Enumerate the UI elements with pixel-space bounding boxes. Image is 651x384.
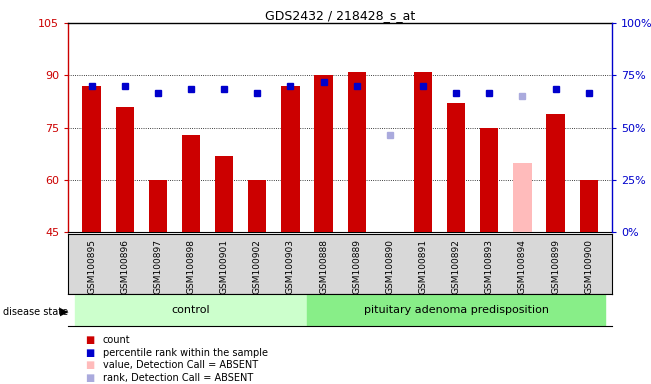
Text: GSM100892: GSM100892 xyxy=(452,239,461,294)
Text: GSM100894: GSM100894 xyxy=(518,239,527,294)
Text: GSM100891: GSM100891 xyxy=(419,239,428,294)
Text: GSM100899: GSM100899 xyxy=(551,239,560,294)
Text: GSM100896: GSM100896 xyxy=(120,239,129,294)
Bar xyxy=(75,294,307,326)
Bar xyxy=(514,162,532,232)
Text: control: control xyxy=(172,305,210,315)
Bar xyxy=(281,86,299,232)
Bar xyxy=(116,107,134,232)
Text: GSM100900: GSM100900 xyxy=(584,239,593,294)
Text: ■: ■ xyxy=(85,348,94,358)
Bar xyxy=(348,72,366,232)
Bar xyxy=(182,135,200,232)
Bar xyxy=(579,180,598,232)
Text: value, Detection Call = ABSENT: value, Detection Call = ABSENT xyxy=(103,360,258,370)
Text: GSM100898: GSM100898 xyxy=(186,239,195,294)
Text: ▶: ▶ xyxy=(60,307,68,317)
Text: GSM100895: GSM100895 xyxy=(87,239,96,294)
Text: count: count xyxy=(103,335,130,345)
Text: ■: ■ xyxy=(85,373,94,383)
Text: GSM100888: GSM100888 xyxy=(319,239,328,294)
Text: GSM100903: GSM100903 xyxy=(286,239,295,294)
Text: rank, Detection Call = ABSENT: rank, Detection Call = ABSENT xyxy=(103,373,253,383)
Text: GSM100893: GSM100893 xyxy=(485,239,494,294)
Text: GSM100890: GSM100890 xyxy=(385,239,395,294)
Bar xyxy=(83,86,101,232)
Bar xyxy=(381,232,399,236)
Title: GDS2432 / 218428_s_at: GDS2432 / 218428_s_at xyxy=(265,9,415,22)
Bar xyxy=(447,103,465,232)
Bar xyxy=(215,156,233,232)
Text: ■: ■ xyxy=(85,335,94,345)
Bar xyxy=(148,180,167,232)
Text: GSM100889: GSM100889 xyxy=(352,239,361,294)
Text: GSM100901: GSM100901 xyxy=(219,239,229,294)
Bar xyxy=(414,72,432,232)
Bar xyxy=(480,127,499,232)
Bar xyxy=(546,114,564,232)
Bar xyxy=(314,75,333,232)
Text: pituitary adenoma predisposition: pituitary adenoma predisposition xyxy=(364,305,549,315)
Bar xyxy=(248,180,266,232)
Text: percentile rank within the sample: percentile rank within the sample xyxy=(103,348,268,358)
Text: GSM100902: GSM100902 xyxy=(253,239,262,294)
Text: disease state: disease state xyxy=(3,307,68,317)
Text: GSM100897: GSM100897 xyxy=(154,239,162,294)
Text: ■: ■ xyxy=(85,360,94,370)
Bar xyxy=(307,294,605,326)
